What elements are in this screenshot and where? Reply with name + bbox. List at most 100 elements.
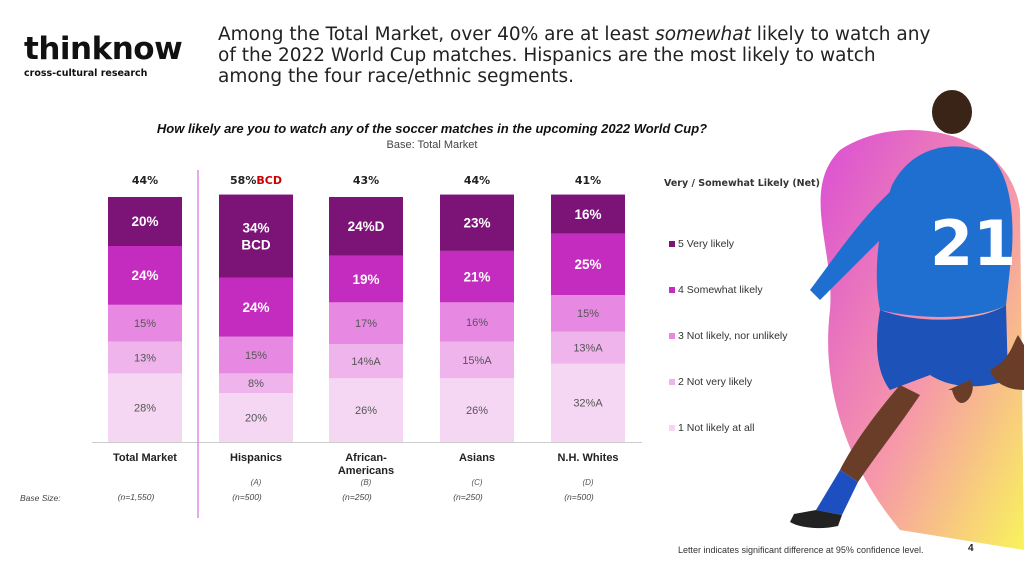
legend-swatch — [669, 241, 675, 247]
bar-segment — [551, 194, 625, 234]
bar-segment — [329, 344, 403, 379]
data-label: 13% — [134, 352, 156, 364]
bar-segment — [108, 373, 182, 442]
legend-swatch — [669, 333, 675, 339]
net-value-label: 44% — [132, 174, 158, 187]
bar-segment — [219, 194, 293, 278]
bar-segment — [440, 302, 514, 342]
net-value-label: 41% — [575, 174, 601, 187]
data-label: 21% — [463, 269, 490, 284]
base-note: Base: Total Market — [386, 139, 478, 151]
base-size-label: Base Size: — [20, 493, 61, 503]
bar-segment — [551, 233, 625, 295]
significance-footnote: Letter indicates significant difference … — [678, 545, 924, 555]
bar-segment — [440, 250, 514, 303]
category-letter: (C) — [471, 478, 482, 487]
legend-item: 3 Not likely, nor unlikely — [669, 330, 788, 342]
player-head — [932, 90, 972, 134]
net-value-label: 58%BCD — [230, 174, 282, 187]
data-label: 25% — [574, 257, 601, 272]
bar-segment — [329, 255, 403, 303]
category-label: Total Market — [113, 452, 177, 464]
data-label: 16% — [466, 317, 488, 329]
legend-label: 5 Very likely — [678, 238, 735, 250]
category-letter: (B) — [361, 478, 372, 487]
legend-label: 2 Not very likely — [678, 376, 753, 388]
data-label: 15%A — [462, 355, 492, 367]
player-leg-kick — [990, 335, 1024, 390]
bar-segment — [440, 194, 514, 251]
bar-segment — [108, 246, 182, 305]
bar-segment — [551, 295, 625, 332]
legend-swatch — [669, 287, 675, 293]
data-label: 32%A — [573, 398, 603, 410]
bar-segment — [108, 341, 182, 374]
net-legend-title: Very / Somewhat Likely (Net) — [664, 178, 820, 189]
category-label: African- — [345, 452, 387, 464]
base-size-value: (n=250) — [453, 492, 483, 502]
bar-segment — [329, 197, 403, 256]
net-value-label: 44% — [464, 174, 490, 187]
legend-item: 4 Somewhat likely — [669, 284, 763, 296]
bar-segment — [329, 378, 403, 442]
legend-label: 1 Not likely at all — [678, 422, 755, 434]
base-size-value: (n=1,550) — [118, 492, 155, 502]
bar-segment — [219, 373, 293, 393]
bar-segment — [219, 277, 293, 337]
data-label: 23% — [463, 215, 490, 230]
logo-wordmark: thinknow — [24, 31, 183, 67]
data-label: 14%A — [351, 356, 381, 368]
data-label: 19% — [352, 272, 379, 287]
category-label: Americans — [338, 465, 394, 477]
net-value-label: 43% — [353, 174, 379, 187]
data-label: 20% — [245, 412, 267, 424]
player-sock — [816, 470, 858, 515]
page-number: 4 — [968, 543, 974, 554]
bar-segment — [219, 393, 293, 442]
bar-segment — [440, 341, 514, 379]
jersey-number: 21 — [930, 207, 1016, 280]
bar-segment — [108, 197, 182, 246]
data-label: 17% — [355, 318, 377, 330]
data-label: 15% — [577, 308, 599, 320]
player-boot — [790, 510, 842, 529]
bar-segment — [551, 363, 625, 442]
legend-item: 2 Not very likely — [669, 376, 752, 388]
data-label: 15% — [245, 350, 267, 362]
bar-segment — [440, 378, 514, 442]
data-label: 28% — [134, 403, 156, 415]
player-leg-left — [840, 385, 920, 482]
legend-item: 5 Very likely — [669, 238, 734, 250]
player-arm-left — [810, 190, 900, 300]
bar-segment — [108, 304, 182, 342]
category-label: Hispanics — [230, 452, 282, 464]
survey-question: How likely are you to watch any of the s… — [156, 121, 708, 136]
legend-label: 3 Not likely, nor unlikely — [678, 330, 788, 342]
category-letter: (A) — [251, 478, 262, 487]
data-label: 13%A — [573, 343, 603, 355]
data-label: 26% — [466, 405, 488, 417]
data-label: 20% — [131, 214, 158, 229]
company-logo: thinknow cross-cultural research — [24, 31, 183, 80]
data-label: 24%D — [348, 219, 385, 234]
slide-headline: Among the Total Market, over 40% are at … — [218, 24, 938, 87]
bar-segment — [551, 331, 625, 364]
bar-segment — [219, 336, 293, 374]
base-size-value: (n=250) — [342, 492, 372, 502]
category-label: N.H. Whites — [557, 452, 618, 464]
data-label: 16% — [574, 207, 601, 222]
legend-item: 1 Not likely at all — [669, 422, 754, 434]
data-label: 15% — [134, 318, 156, 330]
headline-part1: Among the Total Market, over 40% are at … — [218, 24, 656, 45]
data-label: 24% — [131, 268, 158, 283]
category-letter: (D) — [582, 478, 593, 487]
base-size-value: (n=500) — [232, 492, 262, 502]
player-leg-right — [948, 380, 973, 403]
data-label: 24% — [242, 300, 269, 315]
headline-part2: likely to watch any of the 2022 World Cu… — [218, 24, 931, 87]
data-label: 8% — [248, 378, 264, 390]
data-label: BCD — [241, 237, 270, 252]
bar-segment — [329, 302, 403, 344]
data-label: 34% — [242, 220, 269, 235]
